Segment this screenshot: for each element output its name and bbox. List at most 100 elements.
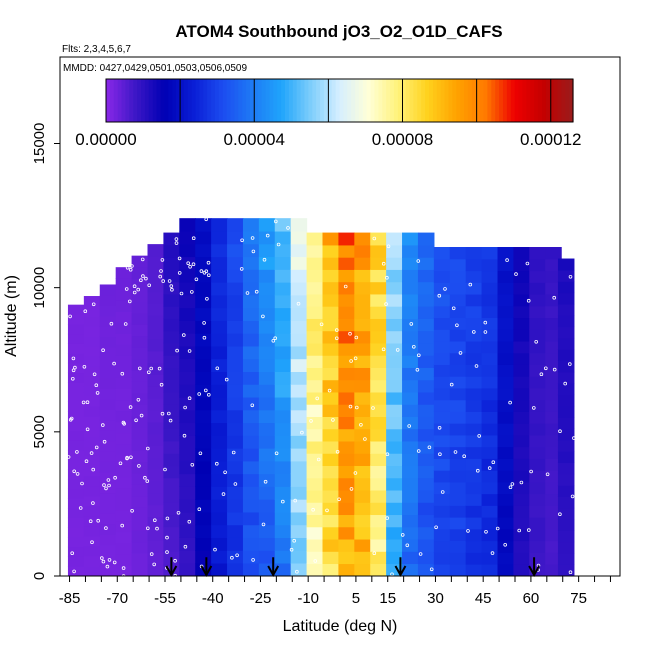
sample-point	[274, 451, 279, 456]
heatmap-cell	[386, 293, 403, 307]
heatmap-cell	[417, 293, 435, 307]
heatmap-cell	[147, 409, 165, 423]
colorbar-tick-label: 0.00012	[520, 130, 581, 149]
heatmap-cell	[402, 379, 419, 393]
heatmap-cell	[529, 493, 546, 506]
sample-point	[251, 558, 255, 562]
heatmap-cell	[545, 458, 562, 471]
colorbar-segment	[502, 79, 508, 122]
heatmap-cell	[227, 345, 244, 360]
colorbar-segment	[366, 79, 372, 122]
heatmap-cell	[290, 562, 308, 576]
heatmap-cell	[258, 511, 276, 526]
heatmap-cell	[338, 306, 355, 319]
colorbar-segment	[569, 79, 574, 122]
colorbar-segment	[269, 79, 274, 122]
heatmap-cell	[481, 399, 499, 412]
heatmap-cell	[242, 396, 260, 411]
heatmap-layer	[67, 218, 575, 576]
sample-point	[165, 535, 169, 540]
sample-point	[353, 356, 358, 361]
x-tick-label: 5	[352, 590, 360, 607]
sample-point	[152, 562, 157, 567]
heatmap-cell	[386, 330, 403, 344]
heatmap-cell	[274, 511, 292, 526]
heatmap-cell	[370, 526, 387, 540]
sample-point	[159, 269, 163, 273]
colorbar-segment	[355, 79, 360, 122]
heatmap-cell	[557, 451, 575, 464]
heatmap-cell	[99, 398, 117, 410]
heatmap-cell	[481, 493, 499, 506]
arrow-head	[528, 565, 540, 578]
heatmap-cell	[227, 422, 244, 436]
sample-point	[82, 364, 87, 369]
heatmap-cell	[67, 401, 85, 412]
heatmap-cell	[306, 428, 324, 442]
heatmap-cell	[529, 540, 546, 553]
sample-point	[221, 492, 226, 496]
heatmap-cell	[83, 485, 101, 497]
sample-point	[138, 366, 142, 371]
heatmap-cell	[557, 371, 575, 384]
sample-point	[331, 418, 335, 422]
heatmap-cell	[529, 552, 546, 565]
sample-point	[204, 269, 209, 274]
heatmap-cell	[195, 499, 212, 513]
arrows-layer	[165, 557, 540, 578]
sample-point	[293, 498, 298, 503]
sample-point	[491, 460, 496, 465]
heatmap-cell	[99, 430, 117, 442]
heatmap-cell	[370, 477, 387, 491]
heatmap-cell	[481, 387, 499, 401]
heatmap-cell	[274, 409, 292, 424]
heatmap-cell	[227, 384, 244, 398]
heatmap-cell	[131, 415, 149, 428]
heatmap-cell	[258, 218, 276, 232]
colorbar-segment	[557, 79, 562, 122]
heatmap-cell	[147, 480, 165, 494]
colorbar-segment	[378, 79, 383, 122]
heatmap-cell	[195, 230, 212, 245]
sample-point	[92, 372, 97, 377]
heatmap-cell	[163, 355, 180, 368]
x-axis-label: Latitude (deg N)	[283, 618, 398, 635]
heatmap-cell	[290, 294, 308, 309]
colorbar-segment	[176, 79, 181, 122]
sample-point	[206, 260, 211, 265]
heatmap-cell	[306, 330, 324, 344]
heatmap-cell	[338, 477, 355, 491]
heatmap-column	[513, 247, 530, 576]
heatmap-cell	[402, 465, 419, 479]
heatmap-cell	[211, 537, 228, 551]
heatmap-cell	[258, 409, 276, 424]
heatmap-cell	[481, 329, 499, 342]
colorbar-segment	[109, 79, 115, 122]
sample-point	[66, 455, 71, 459]
heatmap-cell	[338, 232, 355, 246]
heatmap-cell	[290, 333, 308, 347]
heatmap-cell	[179, 345, 196, 360]
heatmap-cell	[433, 423, 451, 436]
heatmap-cell	[242, 307, 260, 321]
colorbar-segment	[518, 79, 524, 122]
heatmap-cell	[513, 481, 530, 495]
heatmap-cell	[497, 258, 515, 272]
colorbar-segment	[417, 79, 422, 122]
colorbar-segment	[207, 79, 212, 122]
heatmap-cell	[322, 367, 340, 381]
sample-point	[132, 290, 137, 295]
sample-point	[348, 331, 352, 336]
heatmap-cell	[402, 342, 419, 356]
sample-point	[145, 479, 150, 483]
heatmap-cell	[131, 564, 149, 576]
sample-point	[183, 544, 188, 549]
heatmap-cell	[338, 551, 355, 565]
heatmap-cell	[179, 486, 196, 500]
heatmap-cell	[322, 440, 340, 454]
heatmap-cell	[465, 258, 483, 272]
sample-point	[177, 256, 182, 261]
heatmap-cell	[306, 526, 324, 540]
arrow-head	[165, 565, 178, 578]
heatmap-cell	[115, 542, 133, 555]
